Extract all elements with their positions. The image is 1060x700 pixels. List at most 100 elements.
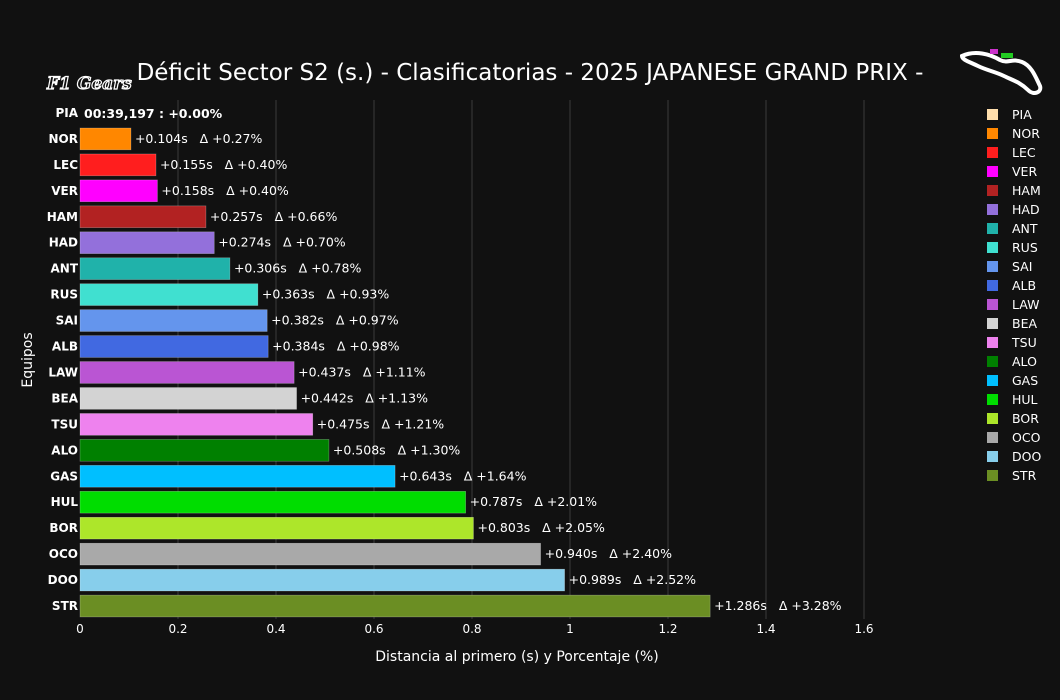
legend-item-ver[interactable]: VER <box>1012 164 1037 179</box>
legend-item-had[interactable]: HAD <box>1012 202 1040 217</box>
legend-swatch <box>987 318 998 329</box>
bar-value-label: +0.104s Δ +0.27% <box>135 131 263 146</box>
bar-law <box>79 361 295 384</box>
bar-bor <box>79 516 474 540</box>
y-tick-label: ANT <box>50 262 78 276</box>
legend-swatch <box>987 166 998 177</box>
y-tick-label: RUS <box>50 288 78 302</box>
legend-swatch <box>987 223 998 234</box>
bar-value-label: +0.257s Δ +0.66% <box>210 209 338 224</box>
bar-ver <box>79 179 158 203</box>
x-tick-label: 0.4 <box>266 622 285 636</box>
x-tick-labels: 0 0.2 0.4 0.6 0.8 1 1.2 1.4 1.6 <box>76 622 873 636</box>
y-tick-labels: PIA NOR LEC VER HAM HAD ANT RUS SAI ALB LAW BEA TSU A… <box>47 106 79 613</box>
legend-item-oco[interactable]: OCO <box>1012 430 1041 445</box>
y-tick-label: HAD <box>49 236 78 250</box>
legend-swatch <box>987 261 998 272</box>
y-tick-label: HUL <box>51 495 79 509</box>
y-tick-label: STR <box>52 599 78 613</box>
bar-bea <box>79 387 297 410</box>
legend-swatch <box>987 451 998 462</box>
y-tick-label: VER <box>51 184 78 198</box>
circuit-track <box>959 51 1043 95</box>
bar-value-label: +0.989s Δ +2.52% <box>569 572 697 587</box>
sector-marker-1 <box>990 49 998 54</box>
bar-value-label: +1.286s Δ +3.28% <box>714 598 842 613</box>
brand-logo-text: F1 Gears <box>46 74 132 94</box>
legend-item-nor[interactable]: NOR <box>1012 126 1040 141</box>
bar-alo <box>79 439 330 462</box>
bar-tsu <box>79 413 314 436</box>
y-tick-label: ALB <box>52 340 78 354</box>
y-tick-label: LEC <box>53 158 78 172</box>
legend-item-pia[interactable]: PIA <box>1012 107 1032 122</box>
brand-logo-backdrop <box>46 74 122 92</box>
bar-ant <box>79 257 231 280</box>
bar-ham <box>79 205 207 228</box>
y-tick-label: LAW <box>48 365 78 379</box>
y-tick-label: GAS <box>50 469 78 483</box>
legend-swatch <box>987 413 998 424</box>
bar-had <box>79 231 215 254</box>
legend-item-alb[interactable]: ALB <box>1012 278 1036 293</box>
bar-nor <box>79 127 132 151</box>
legend-item-sai[interactable]: SAI <box>1012 259 1032 274</box>
legend-swatch <box>987 280 998 291</box>
bar-value-label: +0.508s Δ +1.30% <box>333 442 461 457</box>
bar-value-label: +0.787s Δ +2.01% <box>470 494 598 509</box>
legend-item-law[interactable]: LAW <box>1012 297 1039 312</box>
y-tick-label: BEA <box>51 391 78 405</box>
x-tick-label: 0.8 <box>462 622 481 636</box>
y-tick-label: PIA <box>55 106 78 120</box>
legend-item-ant[interactable]: ANT <box>1012 221 1038 236</box>
y-tick-label: ALO <box>51 443 78 457</box>
bar-value-label: +0.306s Δ +0.78% <box>234 261 362 276</box>
bar-value-label: +0.384s Δ +0.98% <box>272 339 400 354</box>
bar-rus <box>79 283 259 306</box>
bar-value-labels: +0.104s Δ +0.27% +0.155s Δ +0.40% +0.158s … <box>135 131 842 613</box>
x-tick-label: 1.2 <box>658 622 677 636</box>
legend-item-ham[interactable]: HAM <box>1012 183 1041 198</box>
y-tick-label: OCO <box>49 547 78 561</box>
legend-swatch <box>987 299 998 310</box>
legend-swatch <box>987 432 998 443</box>
chart-title: Déficit Sector S2 (s.) - Clasificatorias… <box>137 60 924 86</box>
bars <box>79 127 711 618</box>
legend-item-alo[interactable]: ALO <box>1012 354 1037 369</box>
bar-value-label: +0.475s Δ +1.21% <box>317 416 445 431</box>
y-tick-label: HAM <box>47 210 78 224</box>
bar-value-label: +0.363s Δ +0.93% <box>262 287 390 302</box>
legend-item-rus[interactable]: RUS <box>1012 240 1038 255</box>
legend-item-lec[interactable]: LEC <box>1012 145 1036 160</box>
x-tick-label: 0.2 <box>168 622 187 636</box>
legend-item-doo[interactable]: DOO <box>1012 449 1041 464</box>
legend-swatch <box>987 147 998 158</box>
leader-time-label: 00:39,197 : +0.00% <box>84 106 223 121</box>
legend-swatch <box>987 356 998 367</box>
bar-value-label: +0.158s Δ +0.40% <box>161 183 289 198</box>
bar-value-label: +0.803s Δ +2.05% <box>477 520 605 535</box>
legend-swatch <box>987 470 998 481</box>
bar-value-label: +0.155s Δ +0.40% <box>160 157 288 172</box>
x-axis-title: Distancia al primero (s) y Porcentaje (%… <box>375 649 658 665</box>
x-tick-label: 1 <box>566 622 574 636</box>
legend-item-str[interactable]: STR <box>1012 468 1037 483</box>
y-tick-label: DOO <box>48 573 78 587</box>
legend-item-bea[interactable]: BEA <box>1012 316 1037 331</box>
bar-oco <box>79 542 541 566</box>
bar-value-label: +0.274s Δ +0.70% <box>218 235 346 250</box>
legend-item-hul[interactable]: HUL <box>1012 392 1038 407</box>
legend-item-gas[interactable]: GAS <box>1012 373 1038 388</box>
legend-swatch <box>987 204 998 215</box>
x-gridlines <box>177 100 865 619</box>
bar-value-label: +0.442s Δ +1.13% <box>301 390 429 405</box>
legend-item-tsu[interactable]: TSU <box>1011 335 1037 350</box>
bar-value-label: +0.437s Δ +1.11% <box>298 364 426 379</box>
y-tick-label: BOR <box>49 521 78 535</box>
bar-value-label: +0.940s Δ +2.40% <box>545 546 673 561</box>
x-tick-label: 1.6 <box>854 622 873 636</box>
bar-doo <box>79 568 565 592</box>
bar-lec <box>79 153 157 177</box>
legend-item-bor[interactable]: BOR <box>1012 411 1039 426</box>
